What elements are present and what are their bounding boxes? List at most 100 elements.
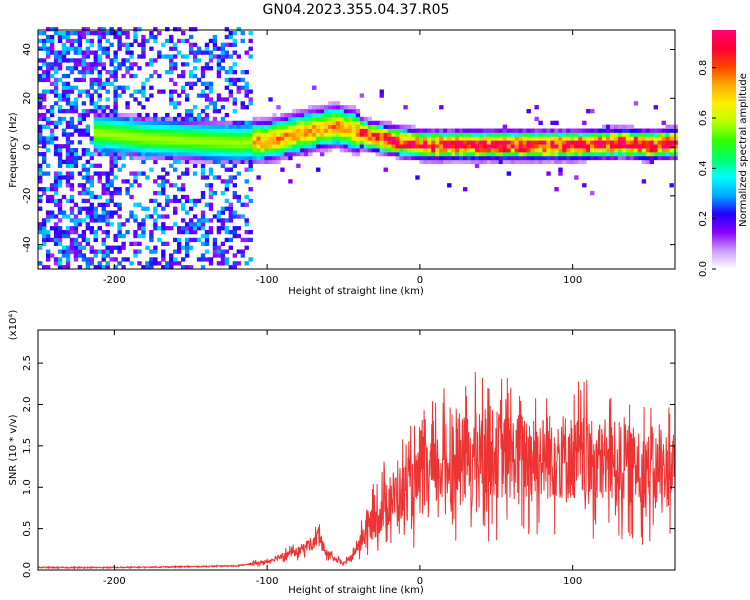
spectrogram-cell bbox=[81, 101, 87, 106]
spectrogram-cell bbox=[165, 198, 170, 204]
spectrogram-cell bbox=[443, 155, 448, 161]
spectrogram-cell bbox=[232, 163, 237, 168]
spectrogram-cell bbox=[252, 155, 257, 161]
spectrogram-cell bbox=[494, 155, 500, 161]
spectrogram-cell bbox=[331, 105, 337, 110]
spectrogram-cell bbox=[224, 42, 230, 47]
spectrogram-cell bbox=[601, 140, 607, 145]
spectrogram-cell bbox=[232, 62, 237, 67]
spectrogram-cell bbox=[69, 38, 75, 44]
spectrogram-cell bbox=[180, 124, 186, 129]
spectrogram-cell bbox=[570, 136, 575, 141]
spectrogram-cell bbox=[188, 144, 194, 149]
spectrogram-cell bbox=[470, 136, 476, 141]
spectrogram-cell bbox=[220, 148, 226, 153]
spectrogram-cell bbox=[478, 155, 484, 161]
spectrogram-cell bbox=[542, 159, 547, 165]
spectrogram-cell bbox=[208, 101, 214, 106]
spectrogram-cell bbox=[633, 132, 639, 137]
snr-y-tick-label: 2.0 bbox=[22, 397, 33, 413]
spectrogram-cell bbox=[645, 144, 651, 149]
spectrogram-cell bbox=[141, 116, 146, 122]
spectrogram-cell bbox=[65, 151, 71, 157]
spectrogram-cell bbox=[474, 132, 480, 137]
spectrogram-cell bbox=[141, 124, 146, 129]
spectrogram-cell bbox=[347, 132, 353, 137]
spectrogram-cell bbox=[510, 140, 515, 145]
spectrogram-cell bbox=[77, 233, 83, 239]
spectrogram-cell bbox=[343, 112, 349, 118]
spectrogram-cell bbox=[73, 58, 79, 63]
spectrogram-cell bbox=[379, 136, 384, 141]
spectrogram-cell bbox=[105, 54, 110, 59]
spectrogram-cell bbox=[550, 120, 555, 126]
spectrogram-cell bbox=[518, 140, 523, 145]
spectrogram-cell bbox=[169, 54, 174, 59]
spectrogram-cell bbox=[220, 58, 226, 63]
spectrogram-cell bbox=[621, 128, 627, 133]
spectrogram-cell bbox=[423, 148, 428, 153]
spectrogram-cell bbox=[232, 190, 237, 196]
spectrogram-cell bbox=[609, 132, 615, 137]
spectrogram-cell bbox=[526, 140, 531, 145]
spectrogram-cell bbox=[153, 132, 158, 137]
spectrogram-cell bbox=[141, 50, 146, 55]
spectrogram-cell bbox=[343, 140, 349, 145]
spectrogram-cell bbox=[673, 128, 678, 133]
spectrogram-cell bbox=[161, 140, 166, 145]
spectrogram-cell bbox=[466, 148, 472, 153]
spectrogram-cell bbox=[538, 155, 543, 161]
spectrogram-cell bbox=[105, 38, 110, 44]
spectrogram-cell bbox=[133, 128, 138, 133]
spectrogram-cell bbox=[192, 42, 198, 47]
spectrogram-cell bbox=[113, 89, 118, 94]
spectrogram-cell bbox=[407, 136, 412, 141]
spectrogram-cell bbox=[224, 187, 230, 192]
spectrogram-cell bbox=[411, 148, 416, 153]
spectrogram-cell bbox=[105, 261, 110, 266]
spectrogram-cell bbox=[173, 222, 178, 227]
spectrogram-cell bbox=[462, 144, 468, 149]
spectrogram-cell bbox=[609, 155, 615, 161]
spectrogram-cell bbox=[41, 187, 47, 192]
spectrogram-cell bbox=[316, 105, 321, 110]
spectrogram-cell bbox=[65, 253, 71, 258]
spectrogram-cell bbox=[347, 112, 353, 118]
spectrogram-cell bbox=[165, 54, 170, 59]
spectrogram-cell bbox=[81, 77, 87, 83]
spectrogram-cell bbox=[212, 253, 218, 258]
spectrogram-cell bbox=[455, 155, 460, 161]
spectrogram-cell bbox=[89, 155, 94, 161]
spectrogram-cell bbox=[502, 148, 508, 153]
spectrogram-cell bbox=[157, 54, 162, 59]
spectrogram-cell bbox=[81, 187, 87, 192]
spectrogram-cell bbox=[327, 148, 333, 153]
spectrogram-cell bbox=[97, 27, 102, 32]
spectrogram-cell bbox=[256, 140, 261, 145]
spectrogram-cell bbox=[319, 128, 325, 133]
spectrogram-cell bbox=[85, 265, 91, 270]
spectrogram-cell bbox=[105, 253, 110, 258]
spectrogram-cell bbox=[542, 151, 547, 157]
figure-title: GN04.2023.355.04.37.R05 bbox=[263, 2, 450, 18]
spectrogram-cell bbox=[204, 144, 210, 149]
spectrogram-cell bbox=[625, 132, 631, 137]
spectrogram-cell bbox=[574, 132, 579, 137]
spectrogram-cell bbox=[260, 140, 265, 145]
spectrogram-cell bbox=[232, 261, 237, 266]
spectrogram-cell bbox=[431, 155, 436, 161]
spectrogram-cell bbox=[165, 38, 170, 44]
spectrogram-cell bbox=[355, 128, 361, 133]
spectrogram-cell bbox=[192, 128, 198, 133]
spectrogram-cell bbox=[97, 97, 102, 102]
spectrogram-cell bbox=[89, 218, 94, 223]
spectrogram-cell bbox=[93, 237, 98, 243]
spectrogram-cell bbox=[538, 159, 543, 165]
spectrogram-cell bbox=[184, 245, 190, 250]
spectrogram-cell bbox=[41, 112, 47, 118]
spectrogram-cell bbox=[169, 70, 174, 75]
spectrogram-cell bbox=[184, 54, 190, 59]
spectrogram-cell bbox=[304, 132, 309, 137]
spectrogram-cell bbox=[451, 132, 456, 137]
spectrogram-cell bbox=[661, 144, 666, 149]
